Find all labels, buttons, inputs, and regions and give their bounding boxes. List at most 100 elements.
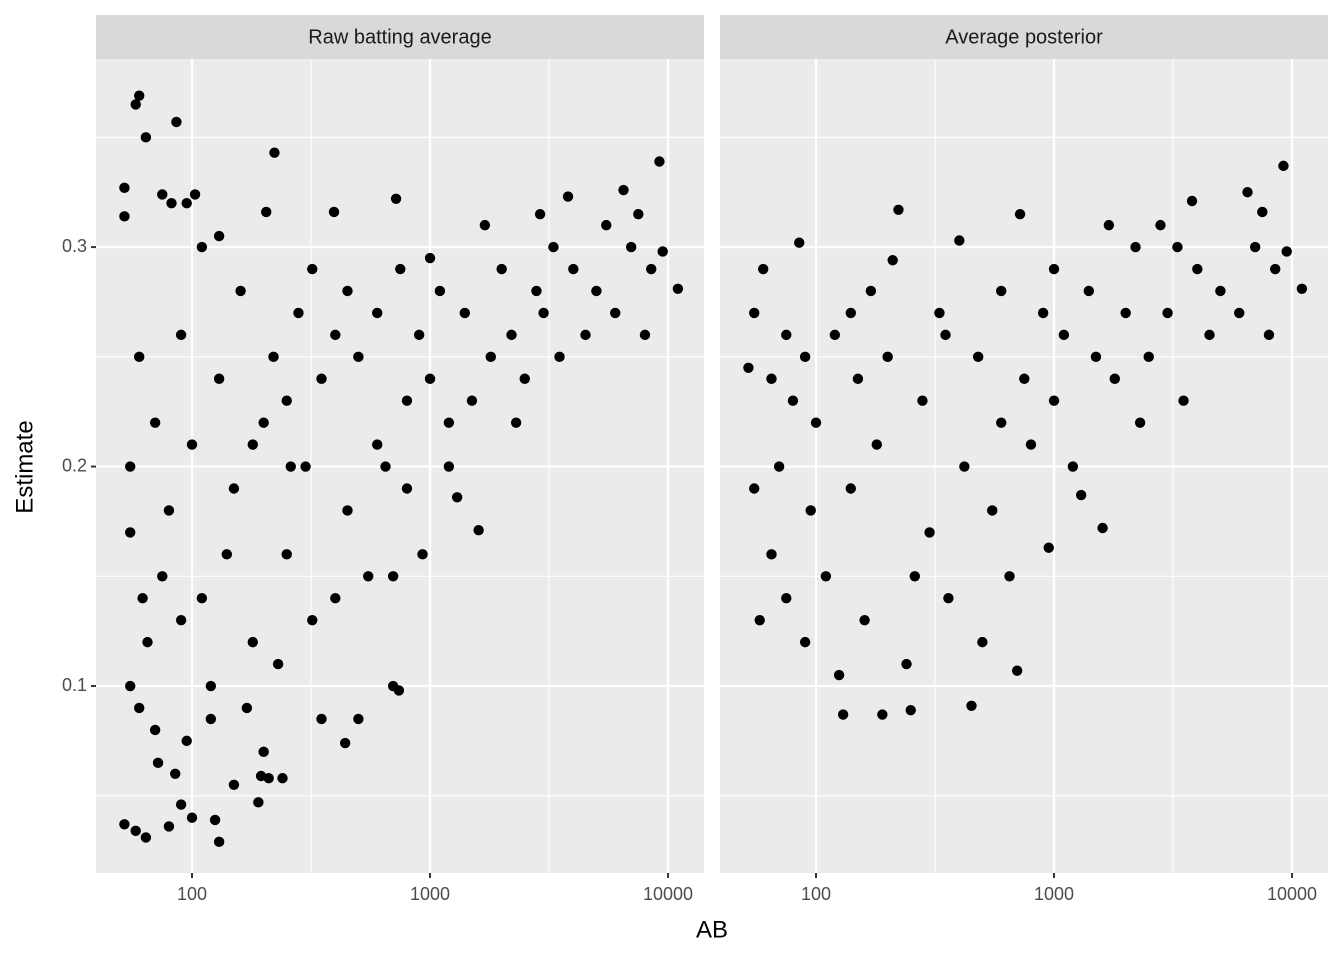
point: [281, 395, 292, 406]
point: [342, 505, 353, 516]
point: [1011, 665, 1023, 676]
point: [443, 461, 455, 472]
point: [905, 704, 916, 716]
point: [1019, 373, 1030, 384]
point: [157, 571, 168, 582]
point: [175, 614, 187, 626]
point: [130, 825, 141, 837]
x-tick-label: 100: [801, 884, 831, 904]
point: [766, 373, 777, 384]
point: [413, 329, 425, 341]
point: [269, 147, 280, 158]
y-axis-title: Estimate: [11, 420, 38, 513]
point: [510, 417, 522, 428]
point: [258, 746, 269, 758]
point: [1257, 206, 1268, 218]
point: [633, 208, 644, 220]
point: [307, 263, 318, 275]
point: [871, 439, 882, 450]
point: [163, 821, 175, 832]
point: [485, 351, 496, 363]
point: [281, 549, 292, 560]
point: [1025, 439, 1037, 450]
point: [1143, 351, 1154, 363]
point: [1178, 395, 1189, 406]
point: [339, 737, 351, 749]
point: [506, 329, 517, 341]
point: [1172, 241, 1183, 253]
point: [773, 461, 785, 472]
point: [943, 593, 954, 604]
point: [473, 524, 484, 536]
point: [372, 307, 383, 319]
point: [434, 285, 446, 297]
point: [181, 735, 192, 747]
point: [917, 395, 928, 406]
point: [247, 439, 258, 450]
point: [654, 156, 665, 167]
point: [940, 329, 951, 341]
point: [213, 373, 225, 384]
x-axis-title: AB: [696, 916, 728, 943]
point: [451, 492, 463, 503]
point: [845, 307, 856, 319]
point: [393, 685, 405, 696]
point: [213, 230, 225, 242]
point: [134, 702, 145, 714]
point: [1134, 417, 1146, 428]
point: [1048, 263, 1060, 275]
point: [149, 417, 161, 428]
point: [170, 768, 181, 780]
point: [175, 799, 187, 810]
point: [1155, 219, 1166, 231]
point: [1090, 351, 1102, 363]
point: [181, 197, 192, 209]
point: [353, 351, 364, 363]
point: [228, 779, 240, 790]
point: [601, 219, 612, 231]
point: [987, 505, 998, 516]
point: [749, 307, 760, 319]
point: [253, 797, 264, 808]
point: [852, 373, 864, 384]
point: [657, 246, 668, 257]
point: [209, 814, 221, 826]
point: [417, 549, 428, 560]
point: [401, 483, 413, 494]
point: [307, 614, 318, 626]
point: [459, 307, 471, 319]
point: [909, 571, 920, 582]
point: [877, 709, 888, 720]
point: [1075, 489, 1087, 501]
point: [972, 351, 984, 363]
point: [781, 329, 792, 341]
point: [152, 757, 164, 769]
point: [810, 417, 822, 428]
point: [591, 285, 602, 297]
point: [247, 636, 258, 648]
point: [859, 614, 870, 626]
point: [901, 658, 912, 670]
point: [1004, 571, 1015, 582]
point: [1097, 522, 1108, 534]
point: [1037, 307, 1049, 319]
point: [934, 307, 945, 319]
point: [258, 417, 269, 428]
point: [1234, 307, 1245, 319]
point: [1204, 329, 1215, 341]
point: [119, 211, 130, 222]
point: [538, 307, 549, 319]
point: [996, 417, 1007, 428]
point: [954, 235, 965, 246]
point: [758, 263, 769, 275]
point: [134, 351, 145, 363]
point: [363, 571, 374, 582]
point: [119, 819, 130, 830]
strip-label: Average posterior: [945, 26, 1103, 48]
y-tick-label: 0.3: [62, 236, 87, 256]
x-tick-label: 1000: [410, 884, 450, 904]
point: [882, 351, 893, 363]
point: [966, 700, 977, 711]
point: [534, 208, 546, 220]
point: [781, 593, 792, 604]
